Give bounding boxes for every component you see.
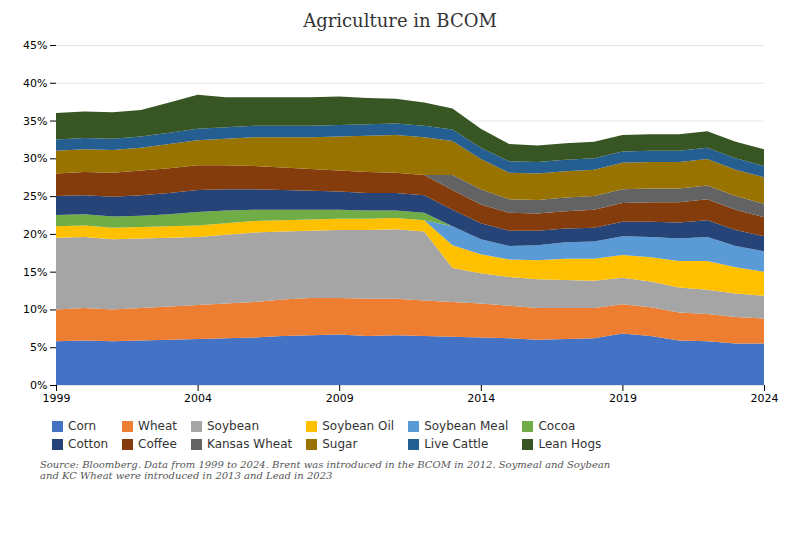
- svg-text:30%: 30%: [23, 152, 47, 165]
- svg-text:25%: 25%: [23, 190, 47, 203]
- html-text:Soybean Oil: Soybean Oil: [322, 419, 395, 433]
- svg-text:45%: 45%: [23, 39, 47, 52]
- html-text:Coffee: Coffee: [138, 437, 177, 451]
- svg-text:2009: 2009: [326, 392, 354, 405]
- svg-text:5%: 5%: [30, 341, 47, 354]
- html-text:Cotton: Cotton: [68, 437, 109, 451]
- svg-text:2024: 2024: [751, 392, 779, 405]
- svg-text:1999: 1999: [43, 392, 71, 405]
- svg-text:10%: 10%: [23, 303, 47, 316]
- html-text:Sugar: Sugar: [322, 437, 358, 451]
- svg-text:2019: 2019: [609, 392, 637, 405]
- svg-text:0%: 0%: [30, 379, 47, 392]
- html-text:Live Cattle: Live Cattle: [424, 437, 489, 451]
- html-text:Lean Hogs: Lean Hogs: [538, 437, 602, 451]
- svg-text:15%: 15%: [23, 266, 47, 279]
- html-text:Soybean: Soybean: [207, 419, 259, 433]
- svg-text:2004: 2004: [184, 392, 212, 405]
- svg-text:35%: 35%: [23, 115, 47, 128]
- svg-text:20%: 20%: [23, 228, 47, 241]
- html-text:Soybean Meal: Soybean Meal: [424, 419, 509, 433]
- svg-text:40%: 40%: [23, 77, 47, 90]
- html-text:Agriculture in BCOM: Agriculture in BCOM: [303, 10, 497, 31]
- html-text:Source: Bloomberg. Data from 1: Source: Bloomberg. Data from 1999 to 202…: [40, 459, 611, 481]
- html-text:Kansas Wheat: Kansas Wheat: [207, 437, 293, 451]
- svg-text:2014: 2014: [467, 392, 495, 405]
- html-text:Cocoa: Cocoa: [538, 419, 576, 433]
- html-text:Corn: Corn: [68, 419, 97, 433]
- html-text:Wheat: Wheat: [138, 419, 177, 433]
